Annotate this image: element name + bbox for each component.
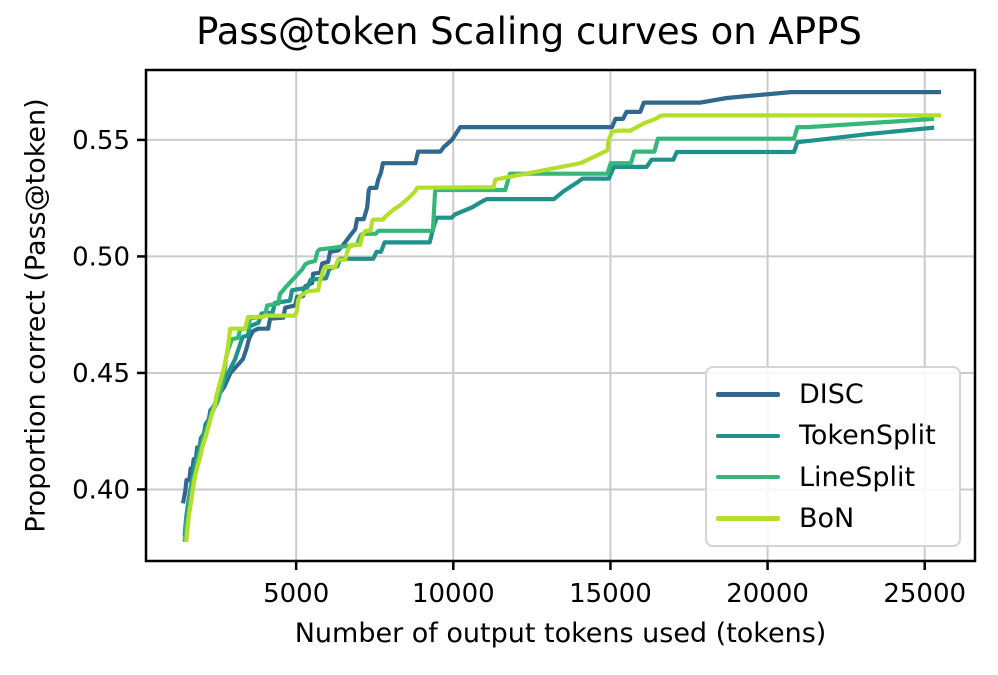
tokensplit-line-swatch: [716, 433, 780, 439]
linesplit-line-swatch: [716, 474, 780, 480]
axes-spines: [144, 68, 977, 563]
chart-title: Pass@token Scaling curves on APPS: [196, 10, 862, 53]
x-tick-label: 20000: [726, 579, 809, 609]
legend-item-tokensplit: TokenSplit: [716, 422, 959, 449]
legend-label-tokensplit: TokenSplit: [799, 420, 936, 452]
legend-label-disc: DISC: [799, 379, 864, 411]
x-tick-label: 5000: [263, 579, 329, 609]
x-tick-label: 15000: [569, 579, 652, 609]
y-axis-label: Proportion correct (Pass@token): [20, 98, 52, 533]
bon-line-swatch: [716, 516, 780, 521]
y-tick-label: 0.45: [72, 359, 130, 389]
disc-line-swatch: [716, 392, 780, 397]
legend-item-bon: BoN: [716, 505, 959, 532]
x-tick-label: 25000: [883, 579, 966, 609]
x-tick-label: 10000: [412, 579, 495, 609]
legend-label-bon: BoN: [799, 502, 855, 534]
y-tick-label: 0.50: [72, 242, 130, 272]
y-tick-label: 0.55: [72, 126, 130, 156]
legend-box: DISC TokenSplit LineSplit BoN: [705, 366, 961, 547]
legend-item-disc: DISC: [716, 381, 959, 408]
legend-label-linesplit: LineSplit: [799, 461, 916, 493]
series-line-bon: [184, 113, 942, 543]
x-axis-label: Number of output tokens used (tokens): [294, 618, 827, 649]
y-tick-label: 0.40: [72, 475, 130, 505]
legend-item-linesplit: LineSplit: [716, 464, 959, 491]
